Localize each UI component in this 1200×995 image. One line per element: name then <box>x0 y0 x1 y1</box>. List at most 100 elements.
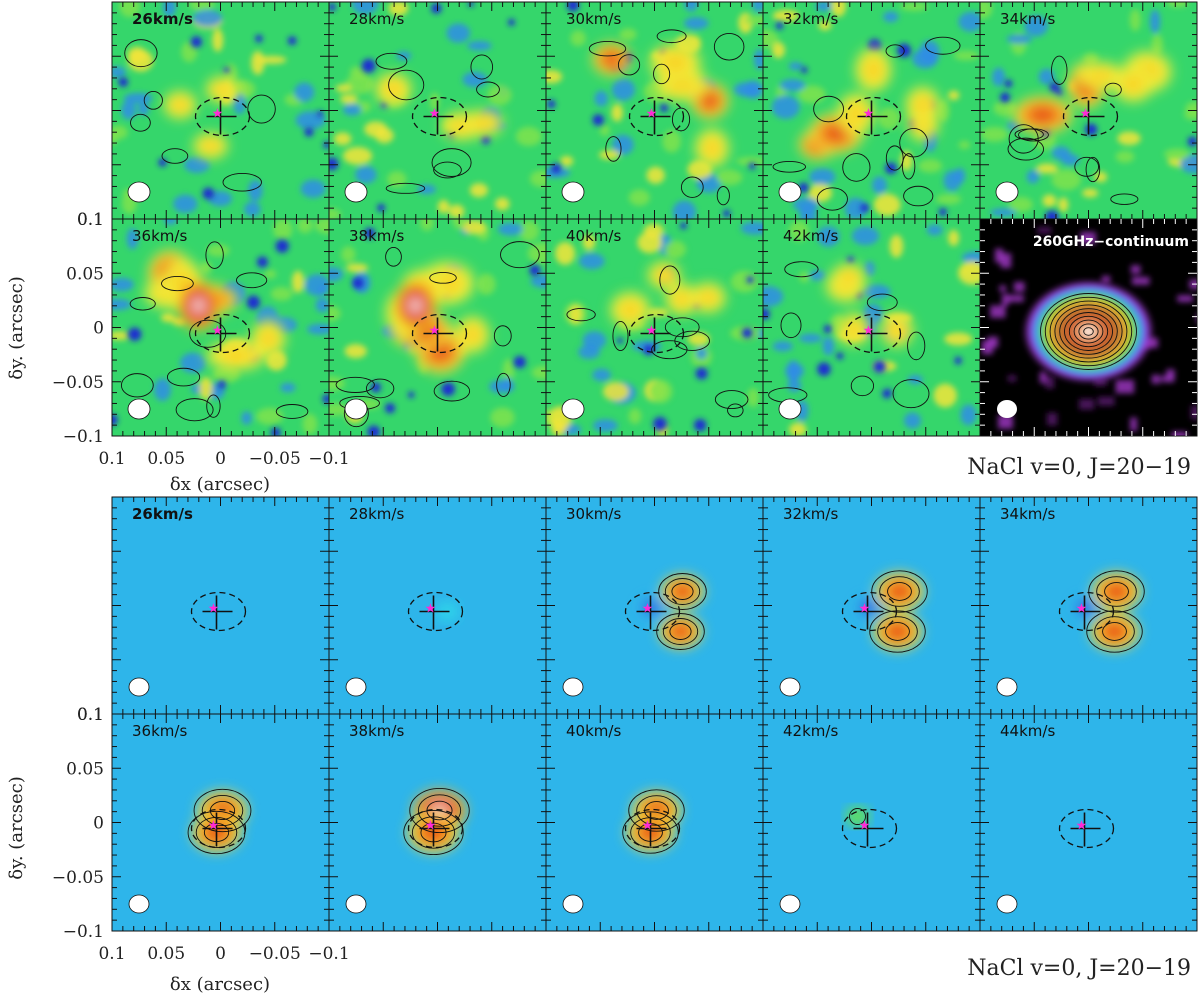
dashed-ellipse-marker <box>624 591 681 632</box>
channel-panel: ★ 26km/s <box>111 1 330 220</box>
velocity-label: 32km/s <box>783 10 838 28</box>
x-tick-label: −0.05 <box>249 449 301 469</box>
y-axis-label-bottom: δy. (arcsec) <box>6 776 27 880</box>
channel-panel: ★ 30km/s <box>545 496 764 715</box>
star-marker-icon: ★ <box>642 819 654 834</box>
star-marker-icon: ★ <box>863 324 875 339</box>
dashed-ellipse-marker <box>841 591 898 632</box>
x-tick-label: 0.05 <box>147 449 185 469</box>
dashed-ellipse-marker <box>190 808 247 849</box>
channel-panel: ★ 42km/s <box>762 218 981 437</box>
y-tick-label: −0.1 <box>63 427 104 447</box>
star-marker-icon: ★ <box>212 324 224 339</box>
y-tick-label: 0.1 <box>77 705 104 725</box>
channel-panel: ★ 34km/s <box>979 496 1198 715</box>
channel-panel: ★ 40km/s <box>545 713 764 932</box>
dashed-ellipse-marker <box>845 96 902 137</box>
channel-panel: ★ 38km/s <box>328 713 547 932</box>
x-tick-label: 0.1 <box>98 449 125 469</box>
star-marker-icon: ★ <box>208 819 220 834</box>
star-marker-icon: ★ <box>425 819 437 834</box>
y-tick-label: 0 <box>93 319 104 339</box>
dashed-ellipse-marker <box>1062 96 1119 137</box>
dashed-ellipse-marker <box>841 808 898 849</box>
star-marker-icon: ★ <box>208 602 220 617</box>
velocity-label: 40km/s <box>566 227 621 245</box>
channel-panel: ★ 36km/s <box>111 218 330 437</box>
star-marker-icon: ★ <box>1076 819 1088 834</box>
velocity-label: 36km/s <box>132 722 187 740</box>
y-tick-label: −0.1 <box>63 922 104 942</box>
star-marker-icon: ★ <box>646 324 658 339</box>
velocity-label: 26km/s <box>132 505 193 523</box>
y-tick-label: 0 <box>93 814 104 834</box>
star-marker-icon: ★ <box>1080 107 1092 122</box>
dashed-ellipse-marker <box>411 96 468 137</box>
channel-panel: ★ 30km/s <box>545 1 764 220</box>
channel-panel: ★ 42km/s <box>762 713 981 932</box>
star-marker-icon: ★ <box>1076 602 1088 617</box>
dashed-ellipse-marker <box>194 96 251 137</box>
x-axis-label-bottom: δx (arcsec) <box>170 974 270 995</box>
continuum-label: 260GHz−continuum <box>1033 234 1189 250</box>
velocity-label: 36km/s <box>132 227 187 245</box>
y-tick-label: 0.05 <box>66 264 104 284</box>
channel-panel: ★ 28km/s <box>328 496 547 715</box>
velocity-label: 30km/s <box>566 10 621 28</box>
x-axis-label-top: δx (arcsec) <box>170 474 270 495</box>
channel-panel: ★ 34km/s <box>979 1 1198 220</box>
dashed-ellipse-marker <box>1058 591 1115 632</box>
velocity-label: 26km/s <box>132 10 193 28</box>
channel-panel: ★ 38km/s <box>328 218 547 437</box>
velocity-label: 30km/s <box>566 505 621 523</box>
dashed-ellipse-marker <box>628 313 685 354</box>
dashed-ellipse-marker <box>407 591 464 632</box>
dashed-ellipse-marker <box>190 591 247 632</box>
y-tick-label: 0.1 <box>77 210 104 230</box>
dashed-ellipse-marker <box>624 808 681 849</box>
velocity-label: 34km/s <box>1000 505 1055 523</box>
dashed-ellipse-marker <box>845 313 902 354</box>
x-tick-label: −0.05 <box>249 944 301 964</box>
velocity-label: 28km/s <box>349 10 404 28</box>
y-tick-label: 0.1 <box>77 210 104 230</box>
star-marker-icon: ★ <box>859 602 871 617</box>
dashed-ellipse-marker <box>628 96 685 137</box>
x-tick-label: 0 <box>215 944 226 964</box>
y-tick-label: 0.05 <box>66 759 104 779</box>
y-tick-label: 0.1 <box>77 705 104 725</box>
velocity-label: 28km/s <box>349 505 404 523</box>
channel-panel: ★ 28km/s <box>328 1 547 220</box>
dashed-ellipse-marker <box>411 313 468 354</box>
channel-panel: ★ 32km/s <box>762 1 981 220</box>
x-tick-label: 0 <box>215 449 226 469</box>
x-tick-label: −0.1 <box>308 944 349 964</box>
y-tick-label: −0.05 <box>52 373 104 393</box>
star-marker-icon: ★ <box>425 602 437 617</box>
star-marker-icon: ★ <box>863 107 875 122</box>
star-marker-icon: ★ <box>646 107 658 122</box>
star-marker-icon: ★ <box>429 107 441 122</box>
star-marker-icon: ★ <box>429 324 441 339</box>
x-tick-label: −0.1 <box>308 449 349 469</box>
channel-panel: ★ 32km/s <box>762 496 981 715</box>
x-tick-label: 0.05 <box>147 944 185 964</box>
velocity-label: 38km/s <box>349 227 404 245</box>
velocity-label: 42km/s <box>783 722 838 740</box>
channel-panel: ★ 44km/s <box>979 713 1198 932</box>
velocity-label: 44km/s <box>1000 722 1055 740</box>
channel-panel: ★ 40km/s <box>545 218 764 437</box>
velocity-label: 40km/s <box>566 722 621 740</box>
velocity-label: 34km/s <box>1000 10 1055 28</box>
star-marker-icon: ★ <box>212 107 224 122</box>
line-label-bottom: NaCl v=0, J=20−19 <box>967 956 1191 981</box>
dashed-ellipse-marker <box>407 808 464 849</box>
star-marker-icon: ★ <box>642 602 654 617</box>
line-label-top: NaCl v=0, J=20−19 <box>967 455 1191 480</box>
channel-panel: ★ 26km/s <box>111 496 330 715</box>
y-axis-label-top: δy. (arcsec) <box>6 276 27 380</box>
channel-panel: 260GHz−continuum <box>979 218 1198 437</box>
channel-panel: ★ 36km/s <box>111 713 330 932</box>
dashed-ellipse-marker <box>194 313 251 354</box>
y-tick-label: −0.05 <box>52 868 104 888</box>
